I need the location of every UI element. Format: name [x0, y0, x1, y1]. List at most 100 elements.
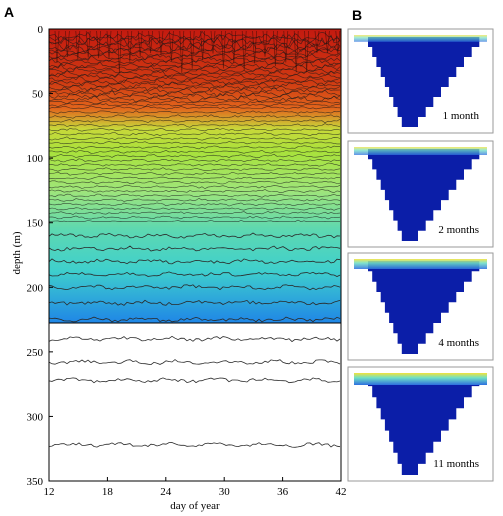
contour-line	[48, 197, 341, 202]
surface-spike	[252, 30, 257, 64]
panel-b-label: B	[352, 7, 362, 23]
contour-line	[48, 158, 341, 163]
contour-line	[48, 114, 341, 119]
surface-spike	[117, 30, 122, 73]
x-tick-label: 36	[277, 486, 289, 498]
surface-spike	[189, 30, 195, 69]
contour-line	[48, 153, 341, 159]
surface-spike	[200, 30, 205, 61]
contour-line	[48, 46, 341, 56]
deep-contour	[48, 316, 341, 323]
surface-layer	[354, 259, 487, 269]
contour-line	[48, 58, 341, 67]
contour-line	[48, 193, 341, 198]
contour-line	[48, 110, 341, 114]
surface-spike	[127, 30, 133, 62]
surface-spike	[106, 30, 112, 59]
surface-spike	[325, 30, 330, 53]
surface-spike	[54, 30, 60, 64]
surface-spike	[210, 30, 216, 54]
deep-contour	[48, 359, 341, 366]
surface-layer	[354, 35, 487, 42]
contour-line	[48, 92, 341, 101]
contour-line	[48, 49, 341, 58]
contour-line	[48, 127, 341, 132]
y-axis-label: depth (m)	[11, 231, 23, 274]
y-tick-label: 100	[27, 153, 44, 165]
subpanel-label: 11 months	[433, 458, 479, 470]
contour-line	[48, 202, 341, 207]
contour-line	[48, 118, 341, 124]
surface-spike	[65, 30, 70, 57]
panel-a-label: A	[4, 4, 14, 20]
subpanel: 2 months	[347, 140, 494, 248]
contour-line	[49, 123, 341, 128]
contour-line	[48, 78, 341, 87]
deep-contour	[48, 258, 341, 265]
y-tick-label: 250	[27, 347, 44, 359]
x-ticks: 12 18 24 30 36 42	[44, 477, 347, 498]
y-tick-label: 200	[27, 282, 44, 294]
subpanel-label: 1 month	[443, 110, 480, 122]
temperature-contours	[48, 30, 341, 223]
surface-spike	[314, 30, 320, 53]
contour-line	[48, 81, 341, 89]
contour-line	[48, 55, 341, 64]
basin-shape	[354, 37, 487, 127]
y-tick-label: 150	[27, 218, 44, 230]
surface-spike	[273, 30, 278, 67]
subpanel: 1 month	[347, 28, 494, 134]
surface-spike	[137, 30, 143, 57]
deep-contour	[48, 442, 341, 448]
contour-line	[48, 184, 341, 190]
surface-spike	[169, 30, 174, 62]
y-tick-label: 300	[27, 411, 44, 423]
subpanel-label: 2 months	[438, 224, 479, 236]
contour-line	[48, 51, 341, 61]
panel-b: 1 month 2 months 4 months 11 months	[347, 28, 494, 482]
basin-shape	[354, 375, 487, 475]
deep-contour	[48, 377, 341, 384]
contour-line	[48, 175, 341, 180]
contour-line	[48, 100, 341, 105]
x-tick-label: 24	[160, 486, 172, 498]
x-tick-label: 12	[44, 486, 55, 498]
surface-spike	[158, 30, 164, 55]
surface-spike	[231, 30, 237, 64]
surface-spike	[241, 30, 247, 71]
deep-contour	[48, 299, 341, 306]
y-tick-label: 0	[38, 24, 44, 36]
surface-spike	[262, 30, 268, 57]
deep-contour	[48, 245, 341, 252]
surface-spike	[85, 30, 91, 58]
deep-contour	[48, 335, 341, 343]
contour-line	[48, 86, 341, 95]
surface-spike	[179, 30, 185, 73]
contour-line	[48, 141, 340, 145]
contour-line	[48, 219, 340, 223]
surface-spike	[148, 30, 153, 54]
contour-line	[48, 206, 341, 211]
y-ticks: 0 50 100 150 200 250 300 350	[27, 24, 53, 488]
subpanel: 4 months	[347, 252, 494, 361]
basin-shape	[354, 149, 487, 241]
contour-line	[48, 73, 341, 80]
contour-line	[48, 41, 341, 55]
contour-line	[48, 136, 341, 141]
subpanel: 11 months	[347, 366, 494, 482]
y-tick-label: 350	[27, 476, 44, 488]
x-tick-label: 42	[336, 486, 347, 498]
contour-line	[48, 189, 341, 194]
plot-frame	[48, 28, 342, 482]
x-tick-label: 18	[102, 486, 114, 498]
contour-line	[48, 162, 341, 167]
contour-line	[48, 180, 341, 185]
y-tick-label: 50	[32, 89, 44, 101]
deep-contours	[48, 232, 341, 448]
surface-spike	[304, 30, 309, 73]
contour-line	[48, 149, 341, 154]
contour-line	[48, 61, 341, 69]
contour-line	[48, 171, 341, 176]
surface-spike	[96, 30, 101, 59]
